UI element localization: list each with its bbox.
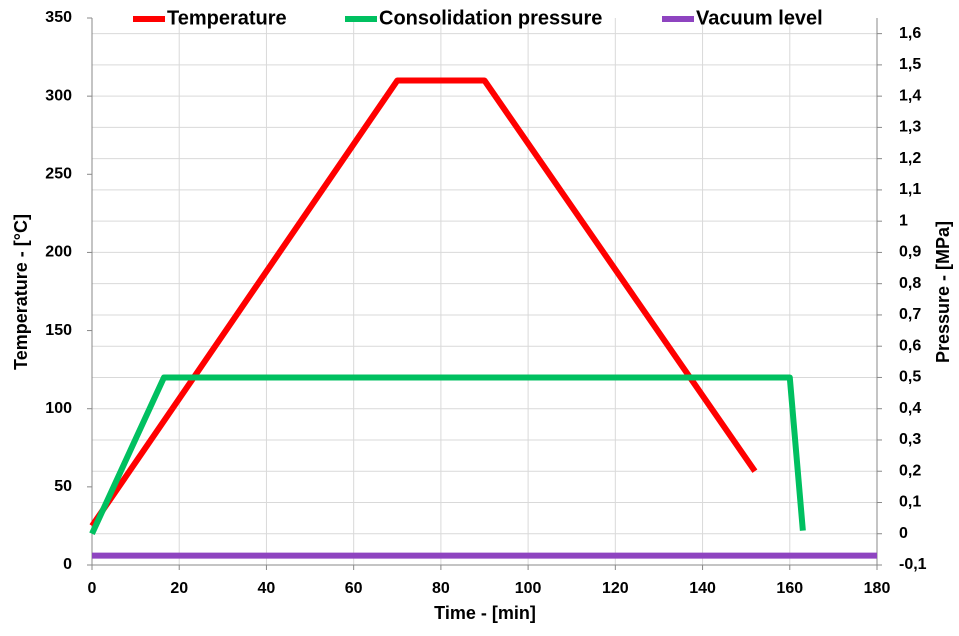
x-tick-label: 160 bbox=[776, 580, 803, 597]
y2-tick-label: 0,8 bbox=[899, 275, 921, 292]
x-tick-label: 140 bbox=[689, 580, 716, 597]
y-axis-label: Temperature - [°C] bbox=[11, 214, 31, 370]
x-tick-label: 60 bbox=[345, 580, 363, 597]
y-tick-label: 200 bbox=[45, 244, 72, 261]
y2-tick-label: 0,4 bbox=[899, 400, 921, 417]
y-tick-label: 300 bbox=[45, 87, 72, 104]
y2-tick-label: 0,3 bbox=[899, 431, 921, 448]
legend-label: Temperature bbox=[167, 7, 287, 29]
y2-tick-label: 0 bbox=[899, 525, 908, 542]
y-tick-label: 150 bbox=[45, 322, 72, 339]
y2-tick-label: 0,1 bbox=[899, 494, 921, 511]
y-tick-label: 250 bbox=[45, 166, 72, 183]
y2-tick-label: 1,2 bbox=[899, 150, 921, 167]
y-tick-label: 0 bbox=[63, 556, 72, 573]
y2-tick-label: 0,7 bbox=[899, 306, 921, 323]
series-line bbox=[89, 374, 806, 535]
y-tick-label: 50 bbox=[54, 478, 72, 495]
y2-tick-label: 0,6 bbox=[899, 337, 921, 354]
y2-tick-label: 1,3 bbox=[899, 119, 921, 136]
x-tick-label: 40 bbox=[258, 580, 276, 597]
y2-tick-label: 0,5 bbox=[899, 369, 921, 386]
x-tick-label: 180 bbox=[864, 580, 891, 597]
y2-tick-label: 1,6 bbox=[899, 25, 921, 42]
y2-tick-label: 0,2 bbox=[899, 462, 921, 479]
y2-tick-label: 1,1 bbox=[899, 181, 921, 198]
y2-tick-label: -0,1 bbox=[899, 556, 927, 573]
legend-label: Consolidation pressure bbox=[379, 7, 602, 29]
y2-axis-label: Pressure - [MPa] bbox=[933, 221, 953, 363]
series-line bbox=[89, 77, 758, 528]
y-tick-label: 350 bbox=[45, 9, 72, 26]
y2-tick-label: 1,4 bbox=[899, 87, 921, 104]
x-tick-label: 0 bbox=[88, 580, 97, 597]
y2-tick-label: 0,9 bbox=[899, 244, 921, 261]
x-axis-label: Time - [min] bbox=[434, 603, 536, 623]
x-tick-label: 100 bbox=[515, 580, 542, 597]
y-tick-label: 100 bbox=[45, 400, 72, 417]
x-tick-label: 120 bbox=[602, 580, 629, 597]
y2-tick-label: 1 bbox=[899, 212, 908, 229]
y2-tick-label: 1,5 bbox=[899, 56, 921, 73]
x-tick-label: 20 bbox=[170, 580, 188, 597]
legend-label: Vacuum level bbox=[696, 7, 823, 29]
x-tick-label: 80 bbox=[432, 580, 450, 597]
